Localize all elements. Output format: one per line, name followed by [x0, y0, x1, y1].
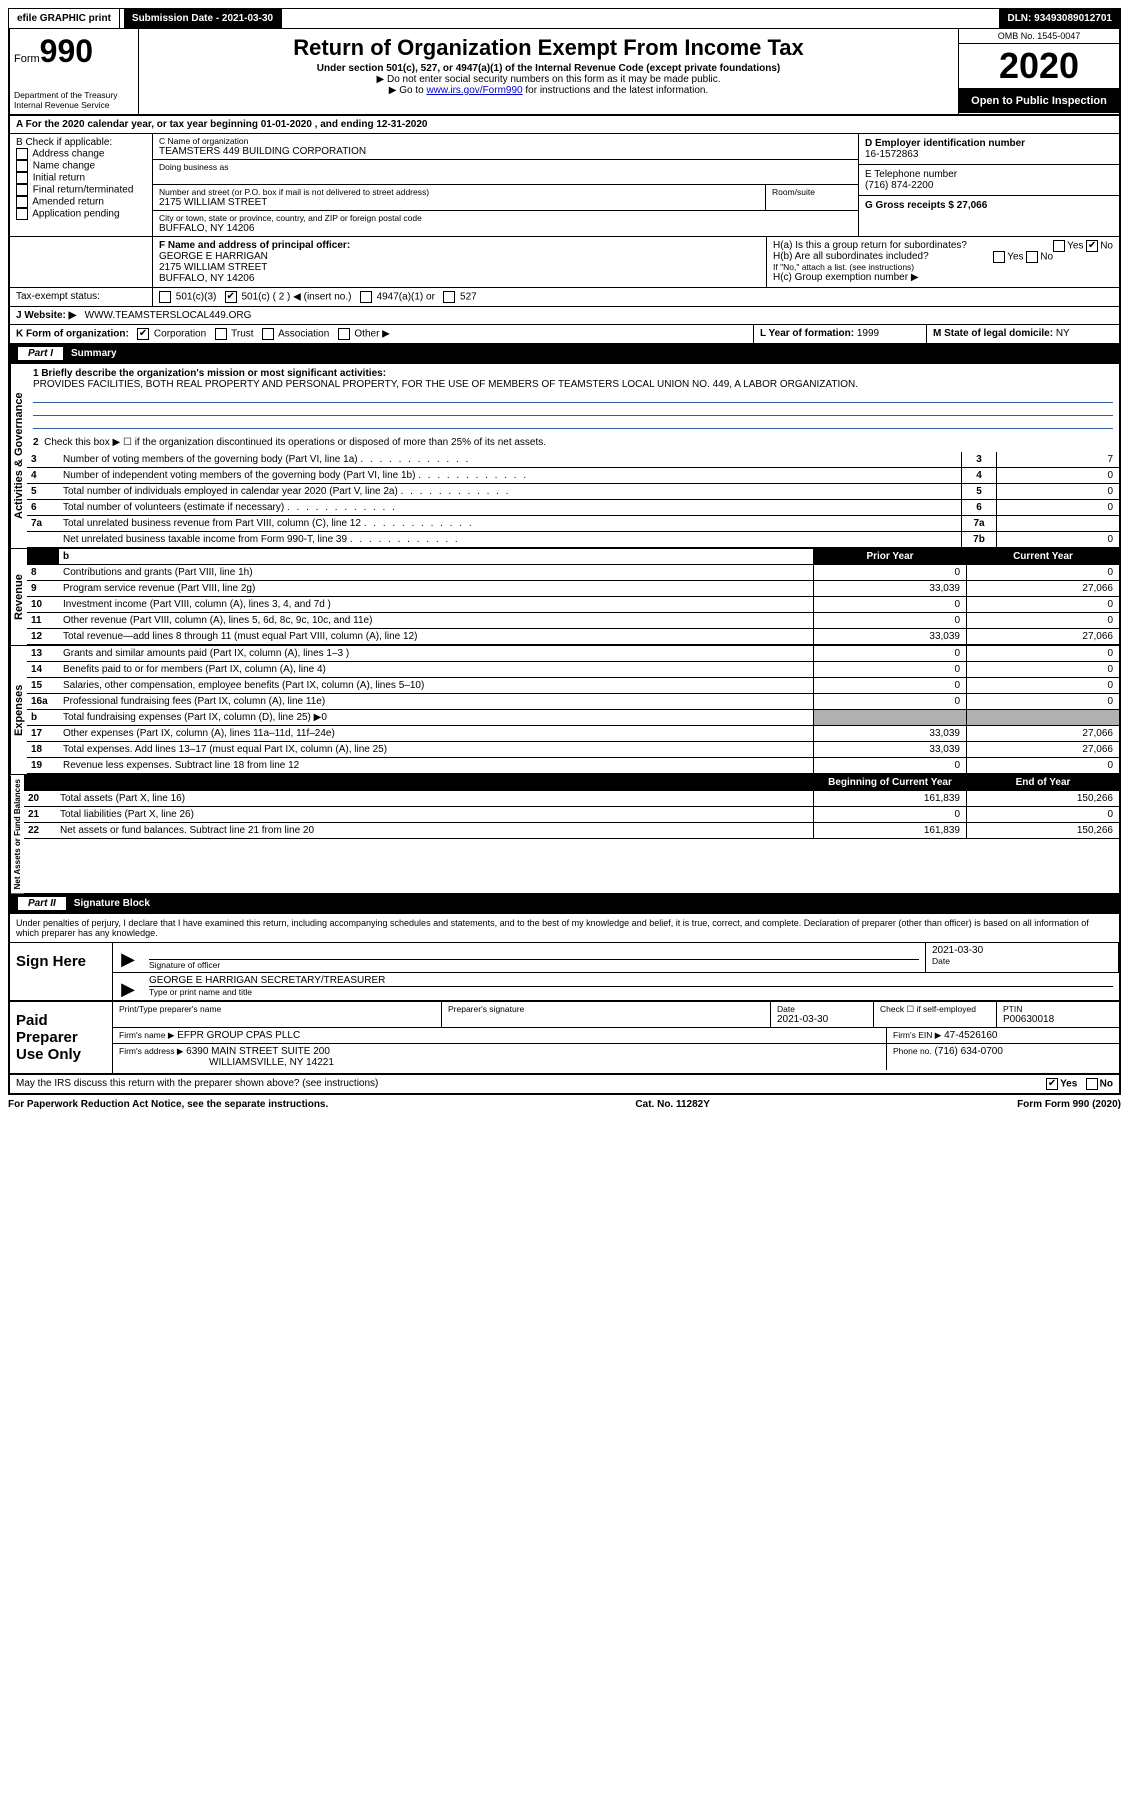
tax-exempt-row: Tax-exempt status: 501(c)(3) 501(c) ( 2 … [8, 288, 1121, 307]
revenue-label: Revenue [10, 549, 27, 645]
financial-line: 18Total expenses. Add lines 13–17 (must … [27, 742, 1119, 758]
addr-label: Number and street (or P.O. box if mail i… [159, 187, 759, 197]
sign-here-label: Sign Here [10, 943, 113, 1000]
financial-line: 14Benefits paid to or for members (Part … [27, 662, 1119, 678]
gov-line: 4Number of independent voting members of… [27, 468, 1119, 484]
phone: (716) 874-2200 [865, 180, 1113, 191]
financial-line: 11Other revenue (Part VIII, column (A), … [27, 613, 1119, 629]
klm-row: K Form of organization: Corporation Trus… [8, 325, 1121, 345]
financial-line: 13Grants and similar amounts paid (Part … [27, 646, 1119, 662]
form-label: Form990 [14, 33, 134, 70]
line1-label: 1 Briefly describe the organization's mi… [33, 368, 1113, 379]
city-label: City or town, state or province, country… [159, 213, 852, 223]
line1-text: PROVIDES FACILITIES, BOTH REAL PROPERTY … [33, 379, 1113, 390]
h-b: H(b) Are all subordinates included? Yes … [773, 251, 1113, 262]
h-c: H(c) Group exemption number ▶ [773, 272, 1113, 283]
net-assets-label: Net Assets or Fund Balances [10, 775, 24, 893]
officer-group-row: F Name and address of principal officer:… [8, 237, 1121, 288]
financial-line: 15Salaries, other compensation, employee… [27, 678, 1119, 694]
form-number: 990 [40, 33, 93, 69]
website: WWW.TEAMSTERSLOCAL449.ORG [85, 310, 252, 321]
form-title: Return of Organization Exempt From Incom… [143, 35, 954, 61]
dln: DLN: 93493089012701 [999, 9, 1120, 28]
financial-line: 8Contributions and grants (Part VIII, li… [27, 565, 1119, 581]
line2: 2 Check this box ▶ ☐ if the organization… [27, 433, 1119, 452]
org-street: 2175 WILLIAM STREET [159, 197, 759, 208]
gov-line: 6Total number of volunteers (estimate if… [27, 500, 1119, 516]
sig-officer-label: Signature of officer [149, 960, 919, 970]
paid-preparer-label: Paid Preparer Use Only [10, 1002, 113, 1073]
form990-link[interactable]: www.irs.gov/Form990 [426, 85, 522, 96]
box-b-item[interactable]: Initial return [16, 172, 146, 184]
dept-treasury: Department of the Treasury [14, 90, 134, 100]
gov-line: 5Total number of individuals employed in… [27, 484, 1119, 500]
preparer-section: Paid Preparer Use Only Print/Type prepar… [8, 1002, 1121, 1075]
financial-line: 10Investment income (Part VIII, column (… [27, 597, 1119, 613]
financial-line: 17Other expenses (Part IX, column (A), l… [27, 726, 1119, 742]
box-b-item[interactable]: Address change [16, 148, 146, 160]
irs-label: Internal Revenue Service [14, 100, 134, 110]
h-a: H(a) Is this a group return for subordin… [773, 240, 1113, 251]
gross-receipts: 27,066 [957, 200, 988, 211]
officer-name: GEORGE E HARRIGAN [159, 251, 760, 262]
financial-line: 9Program service revenue (Part VIII, lin… [27, 581, 1119, 597]
room-label: Room/suite [765, 185, 858, 210]
arrow-icon: ▶ [113, 943, 143, 972]
goto-note: ▶ Go to www.irs.gov/Form990 for instruct… [143, 85, 954, 96]
box-b-item[interactable]: Name change [16, 160, 146, 172]
tax-year: 2020 [959, 44, 1119, 89]
part2-header: Part IISignature Block [8, 895, 1121, 914]
ein: 16-1572863 [865, 149, 1113, 160]
efile-label[interactable]: efile GRAPHIC print [9, 9, 120, 28]
box-f-label: F Name and address of principal officer: [159, 240, 760, 251]
org-city: BUFFALO, NY 14206 [159, 223, 852, 234]
officer-city: BUFFALO, NY 14206 [159, 273, 760, 284]
arrow-icon: ▶ [113, 973, 143, 1000]
website-row: J Website: ▶ WWW.TEAMSTERSLOCAL449.ORG [8, 307, 1121, 325]
financial-line: bTotal fundraising expenses (Part IX, co… [27, 710, 1119, 726]
box-g-label: G Gross receipts $ [865, 200, 954, 211]
box-b-label: B Check if applicable: [16, 137, 146, 148]
gov-line: Net unrelated business taxable income fr… [27, 532, 1119, 548]
expenses-label: Expenses [10, 646, 27, 774]
box-c-label: C Name of organization [159, 136, 852, 146]
declaration: Under penalties of perjury, I declare th… [8, 914, 1121, 942]
gov-line: 7aTotal unrelated business revenue from … [27, 516, 1119, 532]
open-public: Open to Public Inspection [959, 89, 1119, 113]
financial-line: 16aProfessional fundraising fees (Part I… [27, 694, 1119, 710]
top-bar: efile GRAPHIC print Submission Date - 20… [8, 8, 1121, 29]
ssn-note: ▶ Do not enter social security numbers o… [143, 74, 954, 85]
officer-street: 2175 WILLIAM STREET [159, 262, 760, 273]
printed-name-label: Type or print name and title [149, 987, 1113, 997]
box-d-label: D Employer identification number [865, 138, 1113, 149]
box-b-item[interactable]: Application pending [16, 208, 146, 220]
form-subtitle: Under section 501(c), 527, or 4947(a)(1)… [143, 63, 954, 74]
org-name: TEAMSTERS 449 BUILDING CORPORATION [159, 146, 852, 157]
dba-label: Doing business as [159, 162, 852, 172]
box-b-item[interactable]: Amended return [16, 196, 146, 208]
officer-printed: GEORGE E HARRIGAN SECRETARY/TREASURER [149, 975, 1113, 987]
form-header: Form990 Department of the Treasury Inter… [8, 29, 1121, 116]
h-b-note: If "No," attach a list. (see instruction… [773, 262, 1113, 272]
line-a: A For the 2020 calendar year, or tax yea… [8, 116, 1121, 134]
submission-date: Submission Date - 2021-03-30 [124, 9, 282, 28]
box-b-item[interactable]: Final return/terminated [16, 184, 146, 196]
governance-label: Activities & Governance [10, 364, 27, 548]
financial-line: 22Net assets or fund balances. Subtract … [24, 823, 1119, 839]
omb-number: OMB No. 1545-0047 [959, 29, 1119, 44]
sig-date: 2021-03-30 [932, 945, 1112, 956]
financial-line: 21Total liabilities (Part X, line 26)00 [24, 807, 1119, 823]
gov-line: 3Number of voting members of the governi… [27, 452, 1119, 468]
financial-line: 12Total revenue—add lines 8 through 11 (… [27, 629, 1119, 645]
part1-header: Part ISummary [8, 345, 1121, 364]
financial-line: 19Revenue less expenses. Subtract line 1… [27, 758, 1119, 774]
financial-line: 20Total assets (Part X, line 16)161,8391… [24, 791, 1119, 807]
page-footer: For Paperwork Reduction Act Notice, see … [8, 1095, 1121, 1114]
sig-date-label: Date [932, 956, 1112, 966]
sign-section: Sign Here ▶ Signature of officer 2021-03… [8, 942, 1121, 1002]
box-e-label: E Telephone number [865, 169, 1113, 180]
discuss-row: May the IRS discuss this return with the… [8, 1075, 1121, 1095]
entity-info-row: B Check if applicable: Address change Na… [8, 134, 1121, 237]
